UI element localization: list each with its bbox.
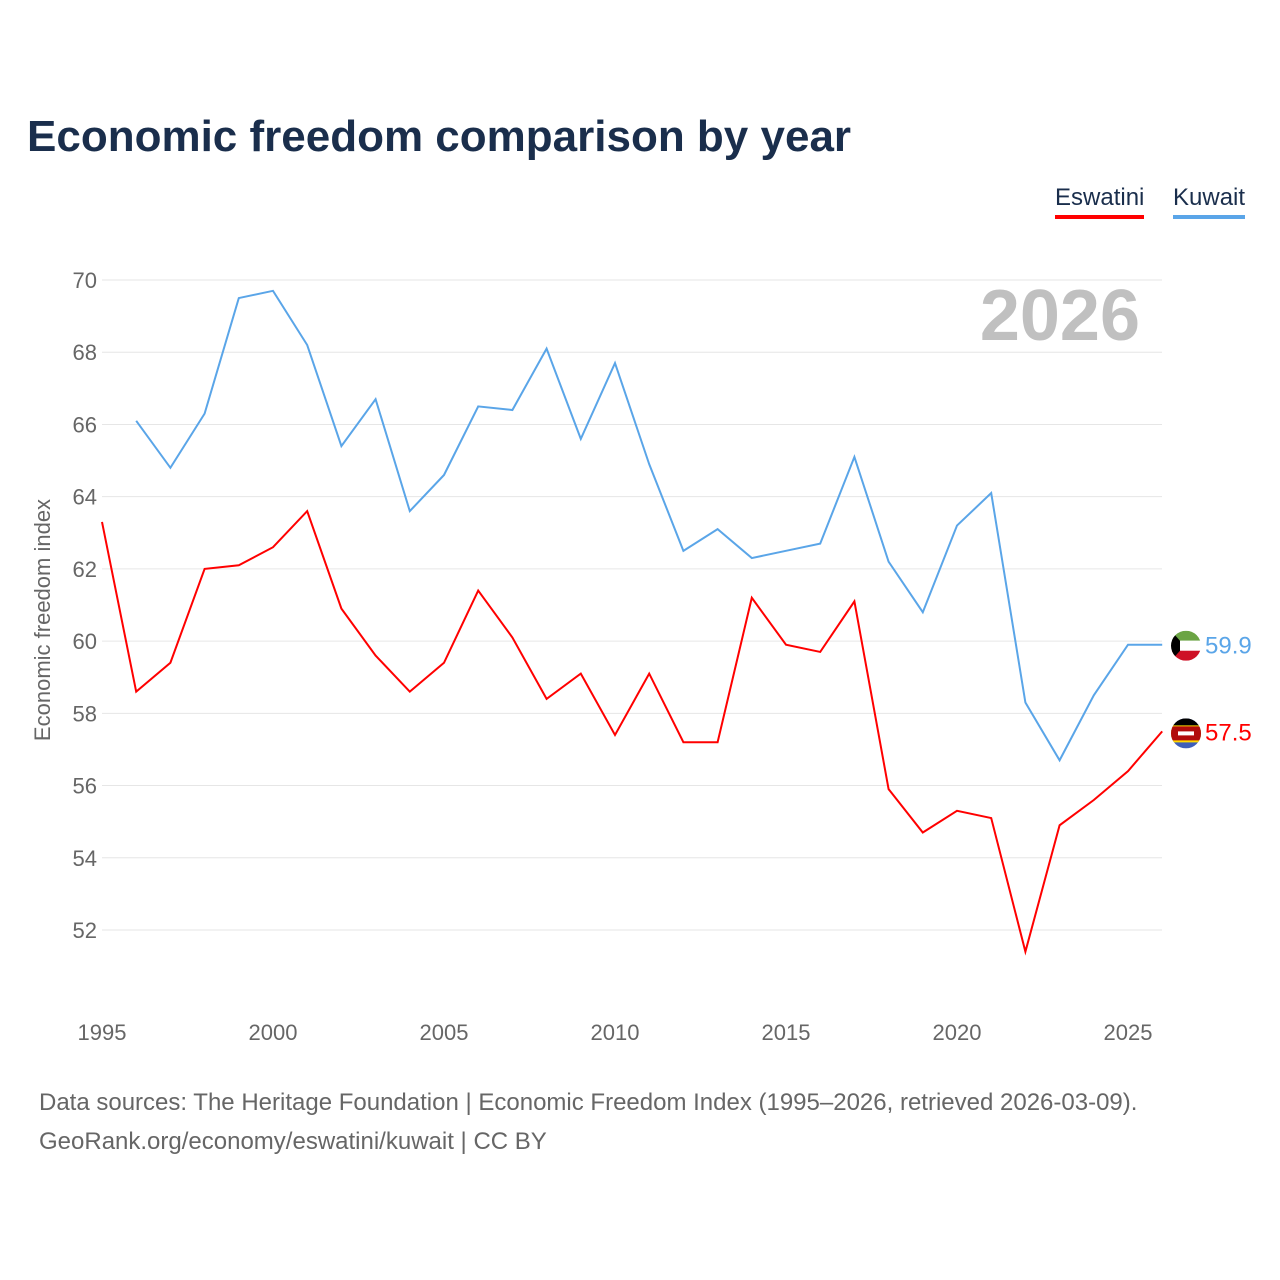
y-tick-label: 62 xyxy=(73,557,97,582)
footer-sources: Data sources: The Heritage Foundation | … xyxy=(39,1089,1138,1116)
series-line-kuwait xyxy=(135,289,1163,763)
series-line-eswatini xyxy=(101,509,1163,956)
footer-credit[interactable]: GeoRank.org/economy/eswatini/kuwait | CC… xyxy=(39,1128,547,1155)
y-axis-label: Economic freedom index xyxy=(30,499,55,741)
x-tick-label: 2010 xyxy=(591,1020,640,1045)
x-tick-label: 2005 xyxy=(420,1020,469,1045)
legend-item-kuwait[interactable]: Kuwait xyxy=(1173,184,1246,219)
y-tick-label: 70 xyxy=(73,268,97,293)
chart-title: Economic freedom comparison by year xyxy=(27,112,852,161)
y-tick-label: 60 xyxy=(73,629,97,654)
eswatini-flag-icon xyxy=(1171,718,1201,749)
end-value-label-kuwait: 59.9 xyxy=(1205,633,1252,660)
x-tick-label: 2015 xyxy=(762,1020,811,1045)
x-tick-label: 2020 xyxy=(933,1020,982,1045)
end-value-label-eswatini: 57.5 xyxy=(1205,719,1252,746)
kuwait-flag-icon xyxy=(1171,630,1201,661)
y-tick-label: 68 xyxy=(73,340,97,365)
x-tick-label: 2000 xyxy=(249,1020,298,1045)
y-tick-label: 54 xyxy=(73,846,97,871)
year-watermark: 2026 xyxy=(980,276,1140,356)
y-tick-label: 58 xyxy=(73,701,97,726)
legend-item-eswatini[interactable]: Eswatini xyxy=(1055,184,1145,219)
x-tick-label: 1995 xyxy=(78,1020,127,1045)
y-tick-label: 64 xyxy=(73,485,97,510)
y-tick-label: 52 xyxy=(73,918,97,943)
x-tick-label: 2025 xyxy=(1104,1020,1153,1045)
y-tick-label: 66 xyxy=(73,412,97,437)
y-tick-label: 56 xyxy=(73,774,97,799)
